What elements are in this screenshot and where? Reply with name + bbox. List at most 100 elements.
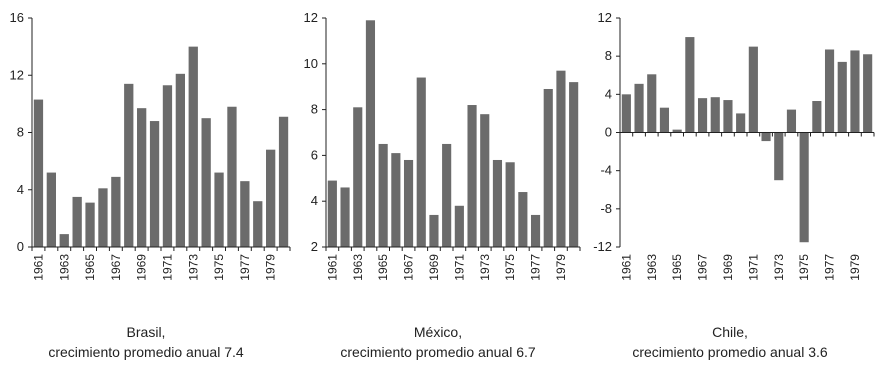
bar-1961 [327,180,337,247]
chart-mexico: 2 4 6 8 10 12 1961 1963 1965 1967 1969 1971 1973 1975… [304,10,581,281]
caption-chile: Chile, crecimiento promedio anual 3.6 [584,322,876,362]
x-tick-label-1969: 1969 [427,254,441,281]
bar-1980 [863,54,873,133]
caption-line-1: Brasil, [126,324,166,340]
x-tick-label-1971: 1971 [160,254,174,281]
bar-1970 [149,121,160,247]
x-tick-label-1965: 1965 [83,254,97,281]
bar-1975 [799,132,809,243]
bar-1964 [72,196,82,247]
x-tick-label-1967: 1967 [696,254,710,281]
bar-1980 [278,116,289,247]
bar-1973 [774,132,784,181]
bar-1979 [266,149,276,247]
bar-1973 [188,46,198,248]
x-tick-label-1977: 1977 [238,254,252,281]
bar-1962 [634,83,644,133]
bar-1971 [162,85,173,248]
bar-1964 [659,107,670,133]
bar-1965 [85,202,95,247]
y-tick-label: 0 [17,239,24,254]
bar-1972 [467,105,477,248]
x-tick-label-1965: 1965 [376,254,390,281]
bar-1971 [748,46,758,133]
bar-1963 [59,234,69,247]
bar-1979 [850,50,860,133]
x-tick-label-1963: 1963 [351,254,365,281]
caption-brasil: Brasil, crecimiento promedio anual 7.4 [0,322,292,362]
y-tick-label: 6 [311,147,318,162]
y-tick-label: -4 [600,163,612,178]
bar-1974 [492,159,503,247]
y-tick-label: 8 [17,125,24,140]
chart-panel-brasil: 0 4 8 12 16 1961 1963 1965 1967 1969 1971 1973 1975 1… [0,0,292,378]
y-tick-label: 2 [311,239,318,254]
bar-1980 [569,82,579,248]
x-tick-label-1961: 1961 [619,254,633,281]
bar-1978 [253,201,263,247]
chart-panel-chile: -12 -8 -4 0 4 8 12 1961 1963 1965 1967 1969 1971 1973… [584,0,876,378]
bar-1967 [697,98,708,133]
bar-1977 [240,181,250,247]
x-tick-label-1975: 1975 [797,254,811,281]
bar-1969 [429,214,439,247]
bar-1978 [543,88,553,248]
bar-1971 [454,205,464,247]
bar-1966 [685,37,695,133]
caption-line-1: México, [413,324,463,340]
bar-1964 [365,20,376,247]
bar-1967 [403,159,414,247]
y-tick-label: 0 [605,125,612,140]
chart-panel-mexico: 2 4 6 8 10 12 1961 1963 1965 1967 1969 1971 1973 1975… [292,0,584,378]
y-tick-label: -8 [600,201,612,216]
caption-mexico: México, crecimiento promedio anual 6.7 [292,322,584,362]
caption-line-1: Chile, [712,324,748,340]
bar-1979 [556,70,566,247]
bar-1966 [391,153,401,247]
y-tick-label: 8 [311,102,318,117]
bar-1976 [812,101,822,133]
y-tick-label: 4 [605,86,612,101]
bar-1976 [518,192,528,247]
x-tick-label-1967: 1967 [402,254,416,281]
bar-1969 [723,100,733,133]
x-tick-label-1975: 1975 [212,254,226,281]
x-tick-label-1973: 1973 [478,254,492,281]
bar-1974 [201,118,211,247]
bar-1972 [175,73,185,247]
caption-line-2: crecimiento promedio anual 6.7 [340,344,536,360]
bar-1962 [46,172,56,247]
x-tick-label-1971: 1971 [746,254,760,281]
bar-1975 [505,162,515,247]
x-tick-label-1961: 1961 [31,254,45,281]
bar-1978 [837,61,847,133]
y-tick-label: 4 [311,193,318,208]
bar-1968 [124,83,134,247]
bar-1963 [353,107,363,247]
caption-line-2: crecimiento promedio anual 7.4 [48,344,244,360]
bar-1977 [530,214,541,247]
bar-1965 [378,143,388,247]
bar-1970 [736,113,746,133]
bar-1968 [710,97,720,133]
x-tick-label-1973: 1973 [772,254,786,281]
bar-1966 [98,188,108,247]
x-tick-label-1977: 1977 [529,254,543,281]
x-tick-label-1969: 1969 [135,254,149,281]
x-tick-label-1965: 1965 [670,254,684,281]
y-tick-label: 4 [17,182,24,197]
bar-1962 [340,187,350,247]
y-tick-label: 16 [10,10,24,25]
bar-1976 [227,106,237,248]
chart-brasil: 0 4 8 12 16 1961 1963 1965 1967 1969 1971 1973 1975 1… [10,10,291,281]
x-tick-label-1979: 1979 [554,254,568,281]
x-tick-label-1979: 1979 [264,254,278,281]
x-tick-label-1963: 1963 [57,254,71,281]
bar-1973 [480,114,490,248]
y-tick-label: 12 [10,67,24,82]
x-tick-label-1973: 1973 [186,254,200,281]
x-tick-label-1979: 1979 [848,254,862,281]
bar-1967 [111,176,121,247]
bar-1970 [442,143,452,247]
